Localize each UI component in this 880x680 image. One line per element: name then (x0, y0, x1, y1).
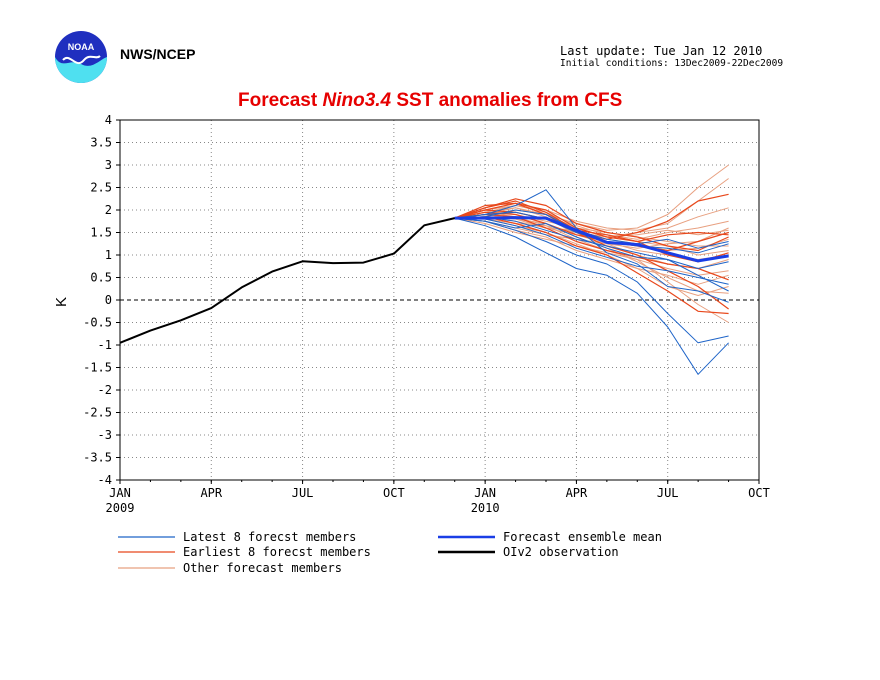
latest-member-line (454, 217, 729, 285)
legend-label: Latest 8 forecst members (183, 530, 356, 544)
latest-member-line (454, 217, 729, 375)
y-tick-label: -0.5 (83, 316, 112, 330)
grid-lines (120, 119, 759, 481)
y-tick-label: 0 (105, 293, 112, 307)
logo-text: NOAA (68, 42, 95, 52)
x-tick-label: JAN (109, 486, 131, 500)
legend-label: Forecast ensemble mean (503, 530, 662, 544)
latest-member-line (454, 217, 729, 269)
y-tick-label: 3 (105, 158, 112, 172)
x-tick-label: APR (200, 486, 222, 500)
y-tick-label: -4 (98, 473, 112, 487)
x-tick-label: JAN (474, 486, 496, 500)
latest-member-line (454, 217, 729, 344)
plot-frame (119, 119, 760, 481)
noaa-logo: NOAA (55, 31, 107, 83)
y-tick-label: -3 (98, 428, 112, 442)
legend-label: OIv2 observation (503, 545, 619, 559)
y-tick-label: 3.5 (90, 136, 112, 150)
y-tick-label: 2 (105, 203, 112, 217)
title-italic: Nino3.4 (322, 90, 392, 111)
y-tick-label: -3.5 (83, 451, 112, 465)
other-member-line (454, 178, 729, 231)
ensemble-mean-line (454, 216, 729, 263)
series-lines (119, 164, 729, 375)
legend-label: Earliest 8 forecst members (183, 545, 371, 559)
x-tick-label: OCT (748, 486, 770, 500)
x-tick-label: JUL (292, 486, 314, 500)
initial-conditions-label: Initial conditions: 13Dec2009-22Dec2009 (560, 58, 784, 69)
x-tick-label: JUL (657, 486, 679, 500)
title-suffix: SST anomalies from CFS (391, 90, 623, 111)
x-tick-year-label: 2010 (471, 501, 500, 515)
title-prefix: Forecast (238, 90, 323, 111)
tick-labels: 4 3.5 3 2.5 2 1.5 1 0.5 0 -0.5 -1 -1.5 -2 -2.5 -3 -3.5 -… (83, 113, 770, 515)
x-tick-label: OCT (383, 486, 405, 500)
y-tick-label: -2.5 (83, 406, 112, 420)
latest-member-line (454, 189, 729, 303)
y-tick-label: 1 (105, 248, 112, 262)
y-tick-label: -1 (98, 338, 112, 352)
agency-label: NWS/NCEP (120, 46, 196, 62)
observation-line (119, 217, 455, 344)
y-tick-label: -2 (98, 383, 112, 397)
y-tick-label: 4 (105, 113, 112, 127)
y-axis-label: K (53, 297, 70, 307)
axes (116, 119, 760, 484)
y-tick-label: 2.5 (90, 181, 112, 195)
x-tick-label: APR (566, 486, 588, 500)
earliest-member-line (454, 202, 729, 310)
x-tick-year-label: 2009 (106, 501, 135, 515)
earliest-member-line (454, 216, 729, 315)
last-update-label: Last update: Tue Jan 12 2010 (560, 44, 763, 58)
earliest-member-line (454, 198, 729, 252)
chart-title: Forecast Nino3.4 SST anomalies from CFS (238, 90, 622, 112)
earliest-member-line (454, 213, 729, 281)
legend-label: Other forecast members (183, 561, 342, 575)
y-tick-label: 0.5 (90, 271, 112, 285)
y-tick-label: -1.5 (83, 361, 112, 375)
y-tick-label: 1.5 (90, 226, 112, 240)
